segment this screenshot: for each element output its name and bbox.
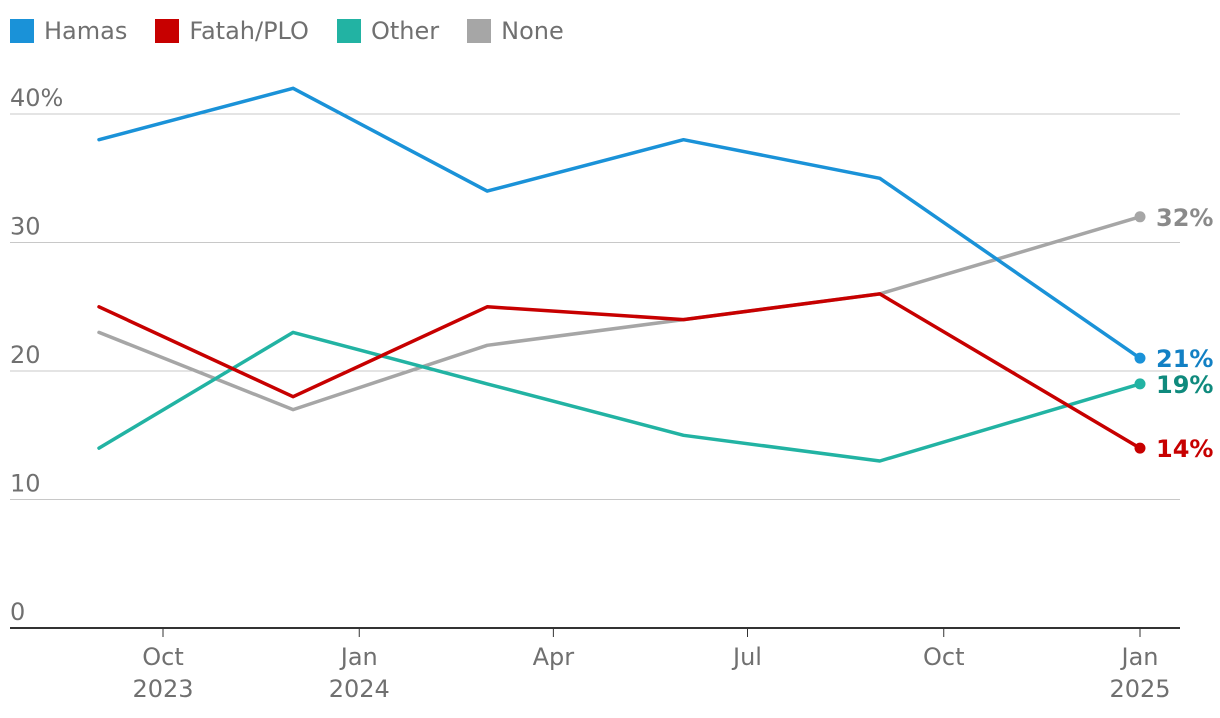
x-tick-year-label-5: 2025	[1109, 675, 1170, 703]
series-end-label-other: 19%	[1156, 371, 1213, 399]
y-tick-label-0: 0	[10, 598, 25, 626]
y-tick-label-20: 20	[10, 341, 41, 369]
series-line-fatah-plo	[97, 292, 1142, 450]
y-tick-label-30: 30	[10, 213, 41, 241]
x-tick-label-4: Oct	[923, 643, 965, 671]
series-end-point-other	[1134, 378, 1146, 390]
series-end-label-fatah-plo: 14%	[1156, 435, 1213, 463]
x-tick-label-2: Apr	[533, 643, 575, 671]
legend-item-none: None	[467, 17, 564, 45]
legend-swatch-hamas	[10, 19, 34, 43]
series-end-label-hamas: 21%	[1156, 345, 1213, 373]
legend-swatch-none	[467, 19, 492, 43]
legend-swatch-other	[336, 19, 361, 43]
legend-item-fatah: Fatah/PLO	[155, 17, 309, 45]
legend-label-other: Other	[370, 17, 440, 45]
y-tick-label-40: 40%	[10, 84, 63, 112]
legend-item-hamas: Hamas	[10, 17, 127, 45]
series-end-label-none: 32%	[1156, 204, 1213, 232]
x-tick-label-5: Jan	[1120, 643, 1159, 671]
x-tick-label-0: Oct	[142, 643, 184, 671]
legend-item-other: Other	[336, 17, 440, 45]
legend-label-none: None	[501, 17, 564, 45]
series-end-point-none	[1134, 211, 1146, 223]
x-tick-label-3: Jul	[731, 643, 762, 671]
series-line-hamas	[97, 86, 1142, 360]
chart-legend: Hamas Fatah/PLO Other None	[10, 16, 592, 46]
legend-label-hamas: Hamas	[44, 17, 128, 45]
series-line-other	[97, 330, 1142, 463]
legend-swatch-fatah	[155, 19, 180, 43]
legend-label-fatah: Fatah/PLO	[189, 17, 309, 45]
x-tick-year-label-0: 2023	[132, 675, 193, 703]
x-tick-year-label-1: 2024	[329, 675, 390, 703]
y-tick-label-10: 10	[10, 470, 41, 498]
series-line-none	[97, 215, 1142, 412]
series-end-point-hamas	[1134, 352, 1146, 364]
x-tick-label-1: Jan	[339, 643, 378, 671]
series-end-point-fatah-plo	[1134, 442, 1146, 454]
